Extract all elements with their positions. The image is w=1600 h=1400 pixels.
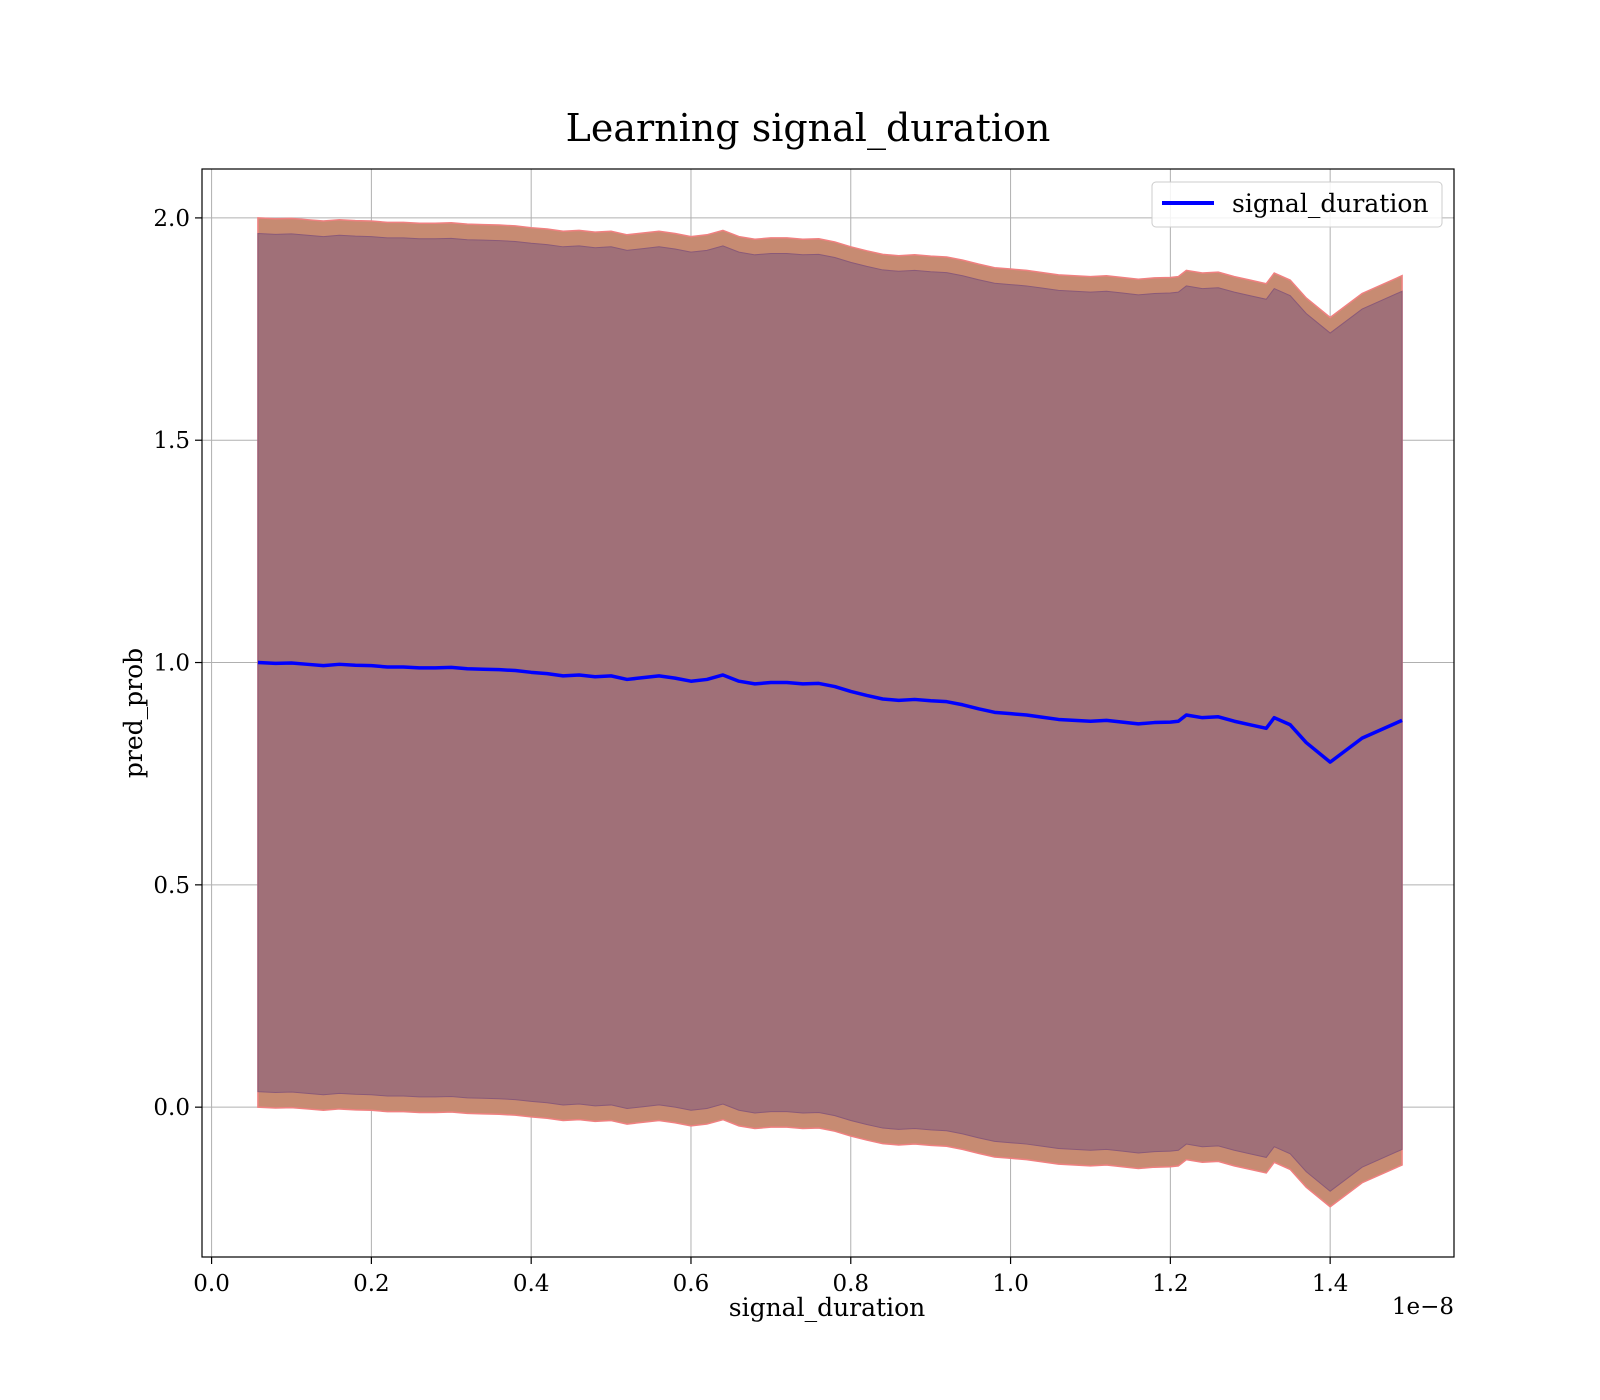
band-inner — [257, 232, 1403, 1192]
y-tick-label: 1.5 — [153, 428, 190, 454]
y-axis-ticks: 0.0 0.5 1.0 1.5 2.0 — [153, 206, 202, 1121]
x-tick-label: 1.2 — [1152, 1271, 1189, 1297]
y-tick-label: 0.0 — [153, 1095, 190, 1121]
x-tick-label: 0.4 — [513, 1271, 550, 1297]
series-lines — [257, 660, 1403, 764]
x-tick-label: 0.8 — [832, 1271, 869, 1297]
x-tick-label: 1.4 — [1312, 1271, 1349, 1297]
legend-box — [1151, 181, 1443, 228]
x-axis-ticks: 0.0 0.2 0.4 0.6 0.8 1.0 1.2 1.4 — [193, 1257, 1348, 1297]
x-tick-label: 1.0 — [992, 1271, 1029, 1297]
y-tick-label: 0.5 — [153, 873, 190, 899]
x-axis-offset-label: 1e−8 — [1392, 1294, 1454, 1320]
x-tick-label: 0.0 — [193, 1271, 230, 1297]
x-tick-label: 0.2 — [353, 1271, 390, 1297]
chart-title: Learning signal_duration — [566, 106, 1051, 151]
series-line-signal_duration — [257, 660, 1403, 764]
plot-frame — [201, 168, 1455, 1258]
x-tick-label: 0.6 — [673, 1271, 710, 1297]
y-axis-label: pred_prob — [119, 648, 148, 778]
y-tick-label: 2.0 — [153, 206, 190, 232]
x-axis-label: signal_duration — [729, 1293, 925, 1322]
legend-label: signal_duration — [1232, 189, 1428, 218]
y-tick-label: 1.0 — [153, 651, 190, 677]
confidence-bands — [257, 217, 1403, 1208]
legend: signal_duration — [1151, 181, 1443, 228]
